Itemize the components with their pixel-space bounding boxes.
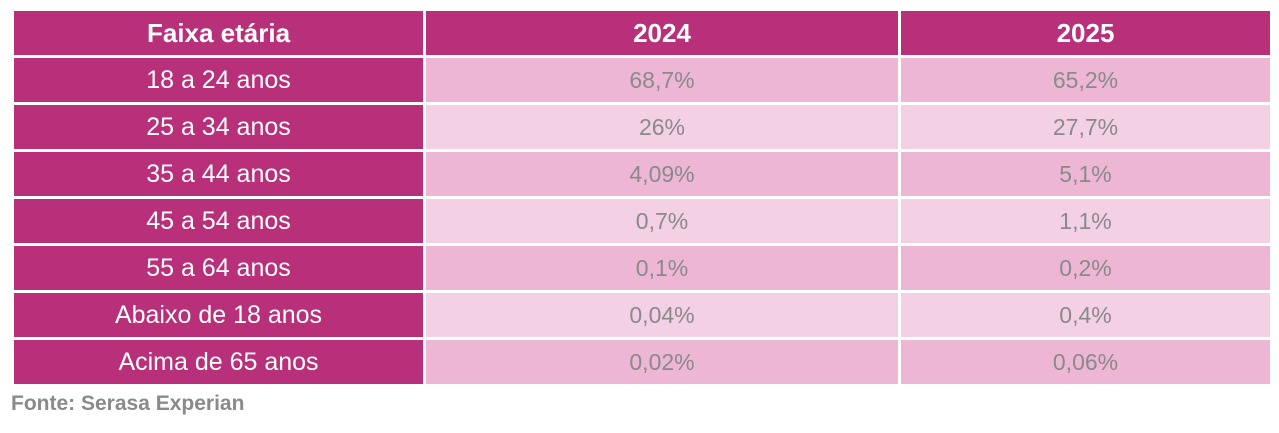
column-header-2025: 2025 [901, 11, 1270, 55]
row-label: 45 a 54 anos [14, 199, 423, 243]
table-row: Acima de 65 anos 0,02% 0,06% [14, 340, 1270, 384]
table-row: 35 a 44 anos 4,09% 5,1% [14, 152, 1270, 196]
table-row: 18 a 24 anos 68,7% 65,2% [14, 58, 1270, 102]
row-label: 35 a 44 anos [14, 152, 423, 196]
cell-2025: 27,7% [901, 105, 1270, 149]
row-label: Acima de 65 anos [14, 340, 423, 384]
source-note: Fonte: Serasa Experian [11, 392, 245, 415]
table-row: Abaixo de 18 anos 0,04% 0,4% [14, 293, 1270, 337]
column-header-2024: 2024 [426, 11, 898, 55]
cell-2024: 0,7% [426, 199, 898, 243]
table-row: 55 a 64 anos 0,1% 0,2% [14, 246, 1270, 290]
table-row: 45 a 54 anos 0,7% 1,1% [14, 199, 1270, 243]
cell-2025: 0,2% [901, 246, 1270, 290]
cell-2024: 0,1% [426, 246, 898, 290]
column-header-age-range: Faixa etária [14, 11, 423, 55]
cell-2024: 4,09% [426, 152, 898, 196]
cell-2024: 0,02% [426, 340, 898, 384]
row-label: 18 a 24 anos [14, 58, 423, 102]
cell-2025: 1,1% [901, 199, 1270, 243]
row-label: Abaixo de 18 anos [14, 293, 423, 337]
cell-2025: 5,1% [901, 152, 1270, 196]
cell-2025: 65,2% [901, 58, 1270, 102]
cell-2024: 0,04% [426, 293, 898, 337]
cell-2024: 68,7% [426, 58, 898, 102]
row-label: 25 a 34 anos [14, 105, 423, 149]
age-range-table: Faixa etária 2024 2025 18 a 24 anos 68,7… [11, 8, 1273, 387]
cell-2025: 0,06% [901, 340, 1270, 384]
table-row: 25 a 34 anos 26% 27,7% [14, 105, 1270, 149]
cell-2024: 26% [426, 105, 898, 149]
table-header-row: Faixa etária 2024 2025 [14, 11, 1270, 55]
cell-2025: 0,4% [901, 293, 1270, 337]
row-label: 55 a 64 anos [14, 246, 423, 290]
